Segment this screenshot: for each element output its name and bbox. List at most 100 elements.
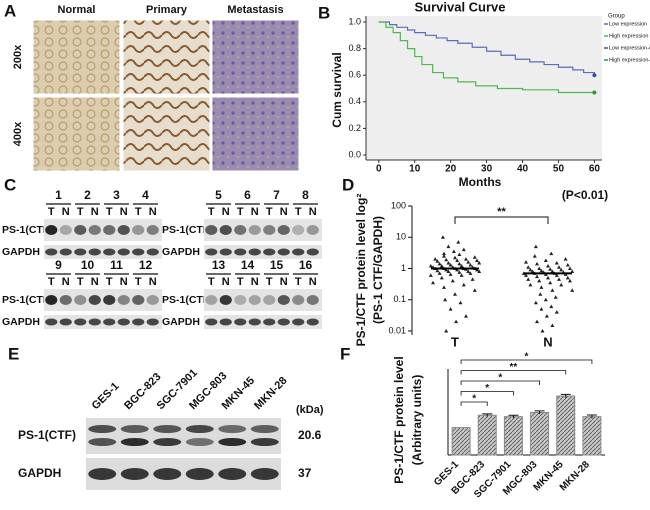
lane-label: N xyxy=(222,276,230,288)
cell-line-label: MKN-28 xyxy=(252,375,289,412)
lane-label: T xyxy=(135,276,142,288)
lane-label: N xyxy=(91,206,99,218)
blot-band xyxy=(277,225,290,235)
blot-band xyxy=(88,438,117,446)
legend-entry: High expression xyxy=(609,33,648,39)
error-bar xyxy=(560,393,571,398)
data-point xyxy=(559,282,564,287)
y-tick-label: 0.2 xyxy=(348,123,361,133)
lane-label: T xyxy=(208,206,215,218)
data-point xyxy=(458,300,463,305)
y-axis-title: PS-1/CTF protein level xyxy=(392,356,406,483)
data-point xyxy=(535,319,539,324)
data-point xyxy=(459,264,464,268)
lane-label: N xyxy=(309,276,317,288)
sample-number: 5 xyxy=(215,188,222,202)
data-point xyxy=(466,269,471,274)
data-point xyxy=(475,258,479,263)
blot-band xyxy=(117,225,130,235)
data-point xyxy=(539,268,544,273)
lane-label: T xyxy=(106,206,113,218)
x-tick-label: N xyxy=(543,334,552,349)
band-label: GAPDH xyxy=(2,316,40,328)
blot-band xyxy=(132,318,145,326)
unit-label: (kDa) xyxy=(296,404,324,416)
bar xyxy=(556,395,576,456)
data-point xyxy=(437,271,442,275)
blot-band xyxy=(120,438,149,446)
x-tick-label: 60 xyxy=(589,164,601,175)
y-tick-label: 0.0 xyxy=(348,149,361,159)
lane-label: N xyxy=(149,276,157,288)
lane-label: T xyxy=(295,276,302,288)
panel-label: C xyxy=(4,175,16,194)
y-tick-label: 0.01 xyxy=(388,325,406,335)
x-tick-label: 40 xyxy=(517,164,529,175)
lane-label: T xyxy=(237,276,244,288)
sample-number: 4 xyxy=(142,188,149,202)
data-point xyxy=(557,265,561,269)
y-tick-label: 0.4 xyxy=(348,96,361,106)
data-point xyxy=(461,282,466,287)
column-header: Primary xyxy=(146,4,188,16)
legend-title: Group xyxy=(608,14,625,20)
blot-membrane xyxy=(204,315,322,329)
blot-membrane xyxy=(204,219,322,241)
lane-label: N xyxy=(251,206,259,218)
data-point xyxy=(448,262,453,267)
x-tick-label: 50 xyxy=(553,164,565,175)
blot-band xyxy=(248,248,261,256)
data-point xyxy=(457,261,462,266)
lane-label: N xyxy=(280,206,288,218)
blot-band xyxy=(146,318,159,326)
blot-band xyxy=(45,248,58,256)
micrograph xyxy=(32,96,121,172)
data-point xyxy=(553,295,558,299)
blot-band xyxy=(59,248,72,256)
data-point xyxy=(544,314,549,318)
data-point xyxy=(526,277,531,281)
significance-label: * xyxy=(498,373,502,384)
band-label: GAPDH xyxy=(162,246,200,258)
significance-bracket xyxy=(460,370,567,375)
data-point xyxy=(543,297,548,302)
kda-label: 20.6 xyxy=(298,428,322,442)
significance-label: * xyxy=(472,394,476,405)
significance-bracket xyxy=(460,380,540,385)
data-point xyxy=(535,274,539,279)
data-point xyxy=(477,260,482,265)
y-tick-label: 1.0 xyxy=(348,16,361,26)
data-point xyxy=(456,240,461,244)
data-point xyxy=(443,297,448,302)
blot-membrane xyxy=(44,289,162,311)
lane-label: T xyxy=(77,276,84,288)
blot-band xyxy=(45,318,58,326)
cell-line-label: GES-1 xyxy=(90,380,122,412)
y-axis-title: Cum survival xyxy=(330,52,344,127)
sample-number: 14 xyxy=(241,258,255,272)
blot-band xyxy=(88,425,117,433)
data-point xyxy=(446,269,451,274)
data-point xyxy=(433,257,438,261)
blot-band xyxy=(234,248,247,256)
sample-number: 1 xyxy=(55,188,62,202)
blot-band xyxy=(292,225,305,235)
blot-band xyxy=(263,248,276,256)
data-point xyxy=(533,300,538,305)
blot-band xyxy=(185,425,214,433)
y-tick-label: 0.1 xyxy=(393,294,406,304)
data-point xyxy=(459,273,464,277)
data-point xyxy=(540,329,545,333)
blot-band xyxy=(74,248,87,256)
blot-band xyxy=(205,248,218,256)
data-point xyxy=(453,255,457,260)
significance-label: * xyxy=(525,352,529,363)
significance-bracket xyxy=(460,359,593,364)
blot-band xyxy=(277,248,290,256)
censor-point xyxy=(592,73,597,78)
y-tick-label: 10 xyxy=(396,232,406,242)
data-point xyxy=(466,260,471,264)
blot-band xyxy=(219,248,232,256)
panel-label: B xyxy=(318,3,330,22)
